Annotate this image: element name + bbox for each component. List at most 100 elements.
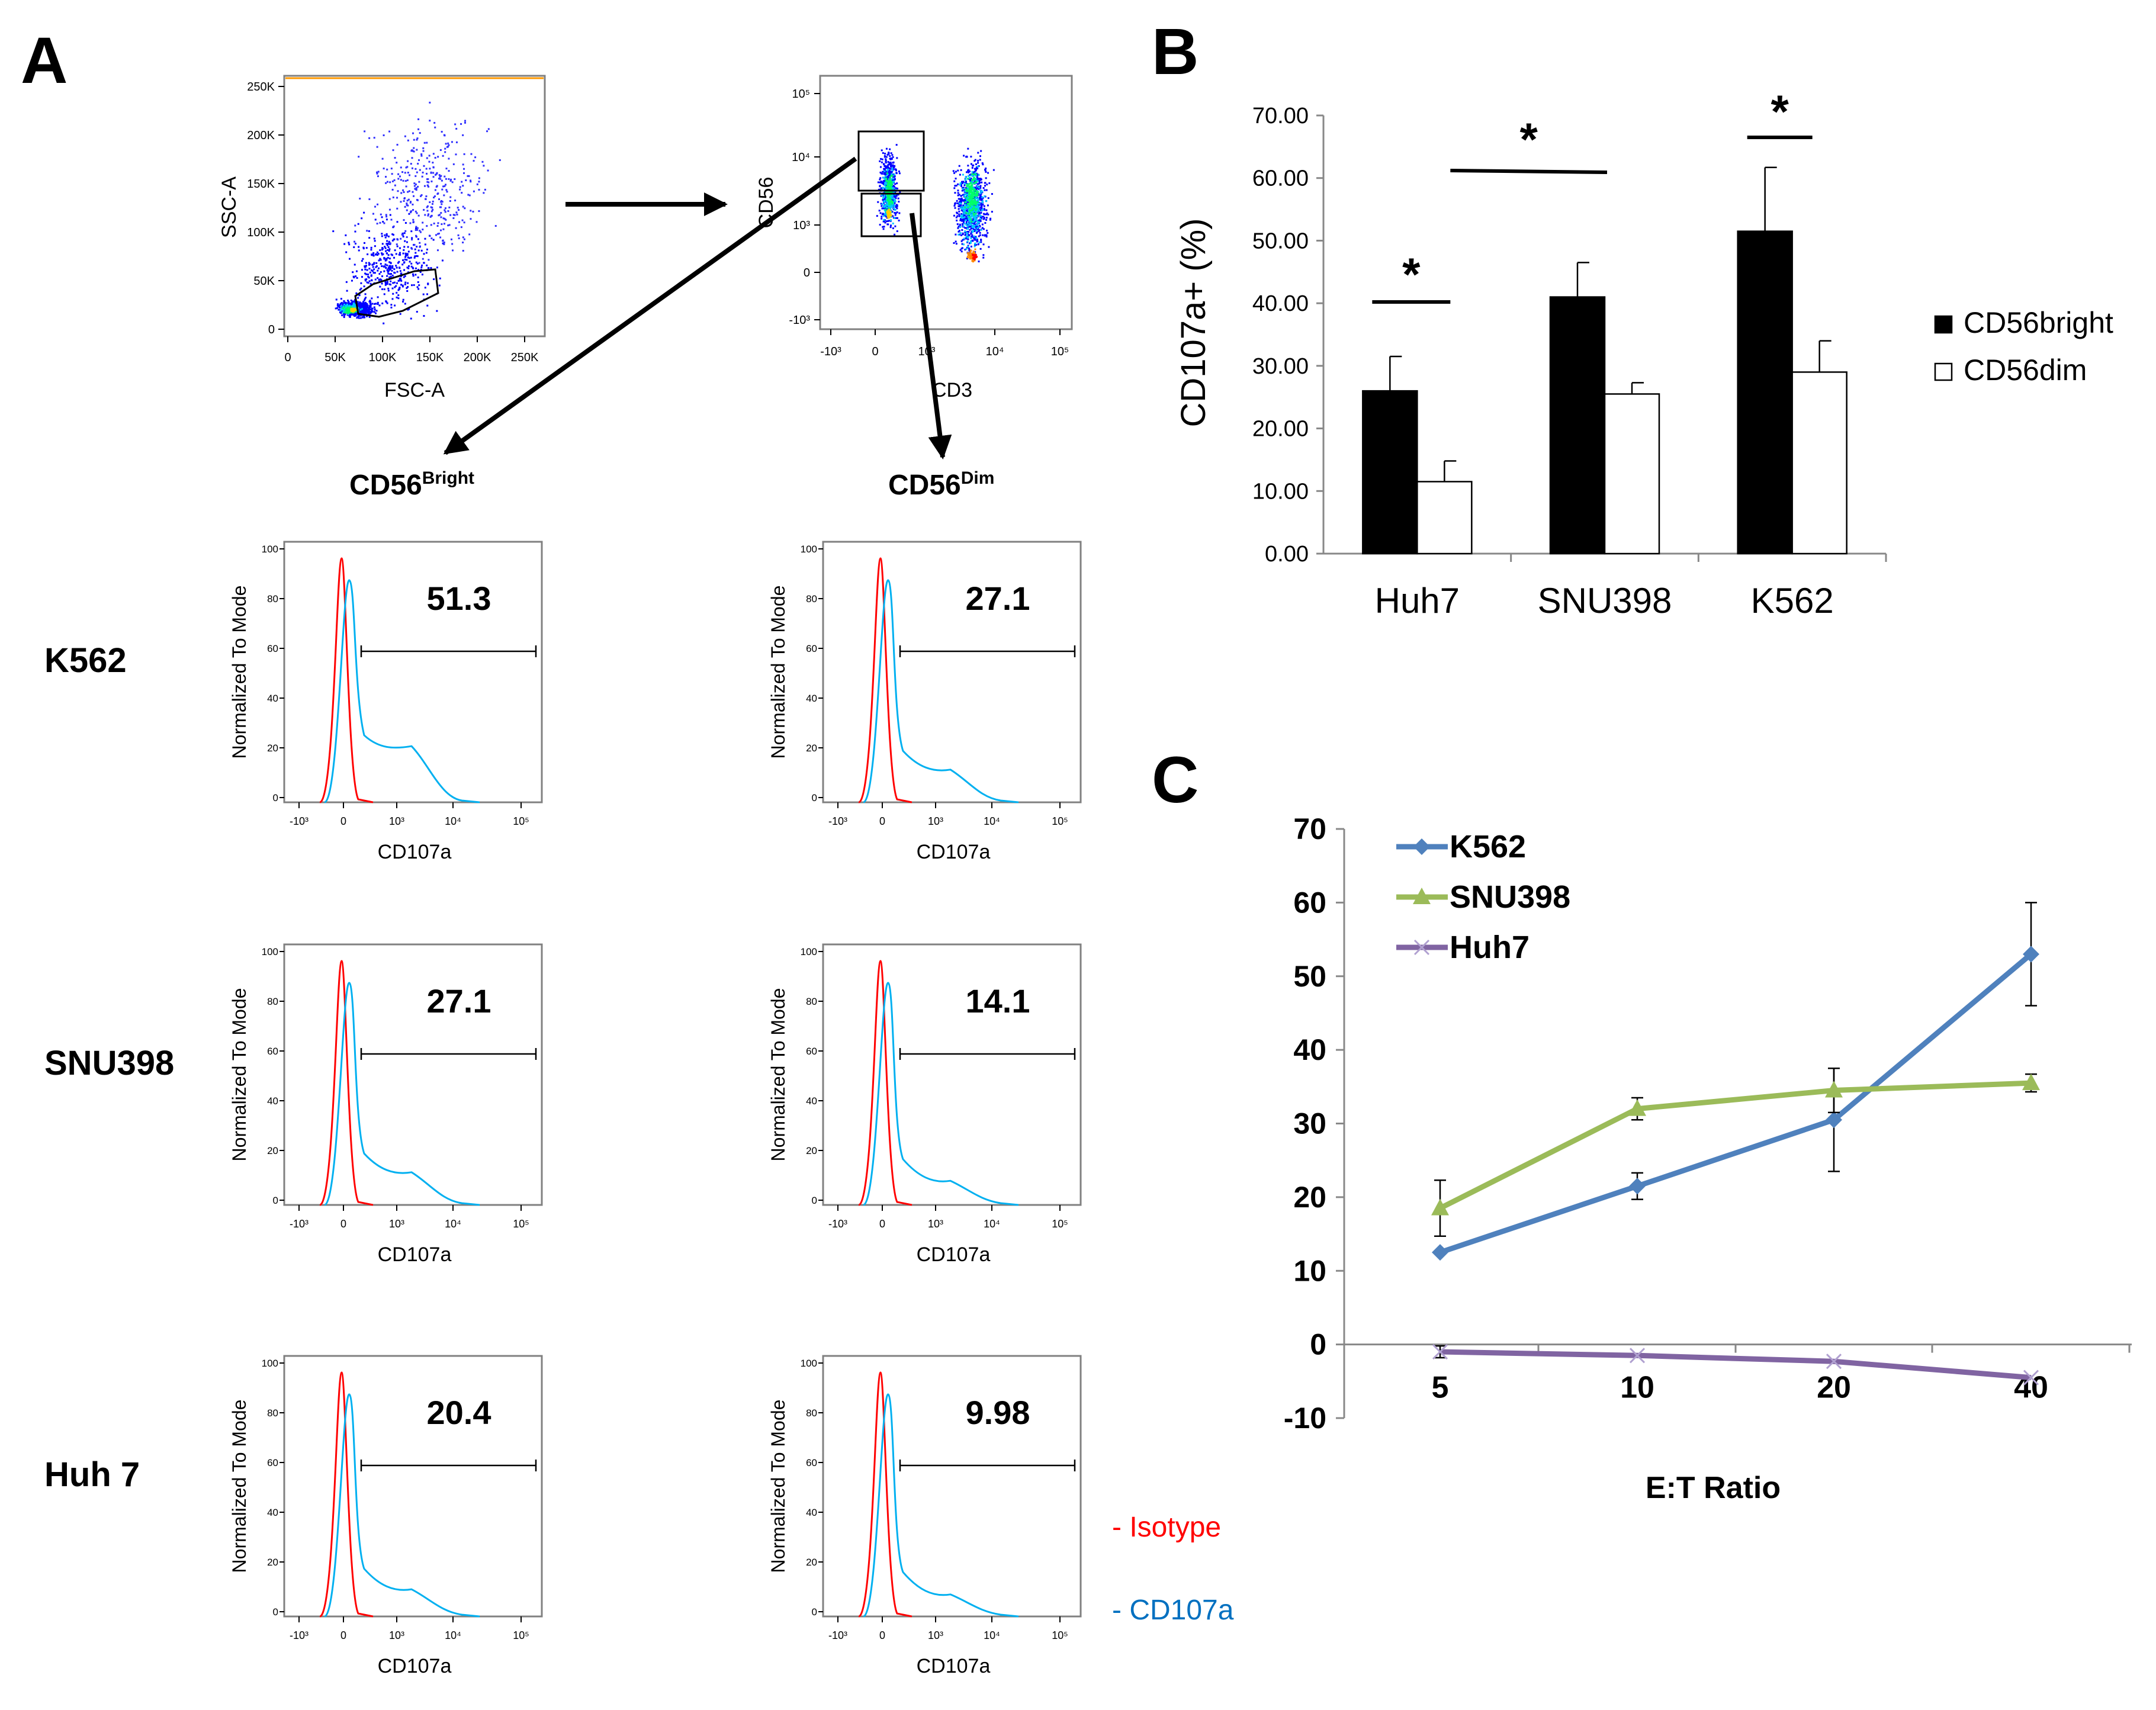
cd56-dim-header: CD56Dim [888,468,994,501]
scatter1-y-tick-label: 250K [247,81,275,94]
gate-percentage: 27.1 [966,580,1030,617]
line-xlabel: E:T Ratio [1646,1471,1781,1505]
scatter2-frame [819,75,1073,330]
row-label: SNU398 [44,1044,174,1082]
cd107a-histogram [863,982,1019,1206]
bar-y-axis: 0.00 10.00 20.00 30.00 40.00 50.00 60.00 70.00 [1252,104,1325,567]
hist-x-tick-label: 10⁵ [1052,815,1068,827]
hist-y-tick-label: 40 [267,693,278,704]
bar-y-tick-label: 0.00 [1265,542,1309,567]
scatter1-frame [283,75,546,338]
hist-y-tick-label: 0 [812,1195,817,1206]
line-y-tick-label: -10 [1284,1402,1326,1435]
marker-diamond [1629,1178,1646,1195]
bar [1549,296,1606,555]
line-y-tick-label: 70 [1293,812,1326,846]
hist-x-tick-label: 10⁵ [1052,1629,1068,1641]
hist-y-tick-label: 40 [806,1507,817,1518]
bar-category-label: K562 [1751,581,1834,621]
legend-label: CD56dim [1964,353,2087,387]
hist-x-tick-label: 10³ [928,1629,943,1641]
line-y-tick-label: 0 [1310,1328,1326,1361]
hist-x-tick-label: -10³ [290,1218,309,1230]
panel-letter-c: C [1152,744,1199,817]
scatter2-x-tick-label: -10³ [820,345,841,358]
scatter1-x-tick-label: 200K [464,351,491,364]
line-series [1431,902,2040,1386]
series-snu398 [1431,1067,2040,1238]
scatter2-y-tick-label: 0 [804,266,810,279]
hist-x-tick-label: 0 [340,1629,346,1641]
gate-percentage: 51.3 [427,580,491,617]
scatter1-y-tick-label: 200K [247,129,275,142]
bar-chart-cd107a: CD107a+ (%) 0.00 10.00 20.00 30.00 40.00 50.0… [1174,85,2113,621]
hist-x-tick-label: -10³ [290,1629,309,1641]
hist-y-tick-label: 20 [806,742,817,754]
histogram-frame [283,541,543,803]
hist-xlabel: CD107a [917,841,991,863]
legend-isotype: - Isotype [1112,1512,1221,1543]
scatter1-y-tick-label: 50K [253,275,275,288]
cd107a-histogram [863,579,1019,803]
hist-xlabel: CD107a [917,1655,991,1677]
scatter1-x-tick-label: 50K [324,351,346,364]
line-y-tick-label: 50 [1293,960,1326,993]
marker-diamond [1826,1111,1842,1129]
histogram-cd56-bright: 51.3 0 20 40 60 80 100 -10³ 0 10³ 10⁴ 10⁵ Normalized… [229,541,543,863]
scatter2-y-tick-label: 10³ [793,219,810,232]
gate-percentage: 27.1 [427,982,491,1020]
scatter1-y-ticks: 0 50K 100K 150K 200K 250K [247,81,284,336]
bar-y-tick-label: 10.00 [1252,479,1309,504]
bar [1604,393,1660,555]
bar-y-tick-label: 40.00 [1252,291,1309,316]
hist-ylabel: Normalized To Mode [229,586,250,759]
legend-cd107a: - CD107a [1112,1595,1234,1626]
arrow-to-cd56-bright [443,156,857,455]
hist-y-tick-label: 80 [267,593,278,605]
cd56-dim-sup: Dim [961,468,995,488]
marker-x [1413,939,1430,956]
marker-triangle [1825,1081,1843,1098]
row-label: Huh 7 [44,1455,140,1494]
scatter2-y-tick-label: 10⁵ [792,88,810,101]
hist-x-tick-label: -10³ [290,815,309,827]
scatter1-y-tick-label: 100K [247,226,275,239]
scatter2-y-tick-label: -10³ [789,314,810,327]
hist-x-tick-label: 0 [340,815,346,827]
hist-x-tick-label: 10⁵ [513,1629,529,1641]
scatter2-y-ticks: -10³ 0 10³ 10⁴ 10⁵ [789,88,820,327]
series-k562 [1432,902,2039,1261]
hist-x-tick-label: 10⁵ [513,815,529,827]
legend-swatch [1934,315,1953,334]
bar-significance: * * * [1372,85,1813,304]
panel-letter-a: A [21,24,68,97]
bar [1416,481,1473,555]
bar-x-axis: Huh7 SNU398 K562 [1323,552,1887,621]
line-y-tick-label: 10 [1293,1254,1326,1287]
legend-swatch [1934,362,1953,381]
hist-ylabel: Normalized To Mode [767,1400,789,1573]
bar-category-label: SNU398 [1538,581,1672,621]
hist-y-tick-label: 20 [806,1145,817,1156]
line-y-tick-label: 40 [1293,1033,1326,1066]
histogram-cd56-dim: 27.1 0 20 40 60 80 100 -10³ 0 10³ 10⁴ 10⁵ Normalized… [767,541,1082,863]
histogram-frame [822,943,1082,1206]
marker-triangle [1628,1099,1646,1116]
hist-y-tick-label: 20 [267,1145,278,1156]
histogram-grid: K562 51.3 0 20 40 60 80 100 -10³ 0 10³ 10⁴ 10⁵ Normal… [44,541,1082,1677]
hist-y-tick-label: 20 [806,1557,817,1568]
hist-y-tick-label: 60 [267,1457,278,1468]
hist-y-tick-label: 0 [273,1195,278,1206]
histogram-frame [283,1355,543,1618]
hist-y-tick-label: 0 [812,1606,817,1618]
marker-triangle [2022,1073,2040,1091]
cd56-dim-base: CD56 [888,470,961,501]
histogram-cd56-dim: 14.1 0 20 40 60 80 100 -10³ 0 10³ 10⁴ 10⁵ Normalized… [767,943,1082,1266]
significance-star: * [1519,113,1538,165]
hist-y-tick-label: 60 [806,1457,817,1468]
isotype-histogram [319,960,374,1206]
hist-x-tick-label: 0 [340,1218,346,1230]
hist-ylabel: Normalized To Mode [229,1400,250,1573]
hist-xlabel: CD107a [917,1243,991,1266]
